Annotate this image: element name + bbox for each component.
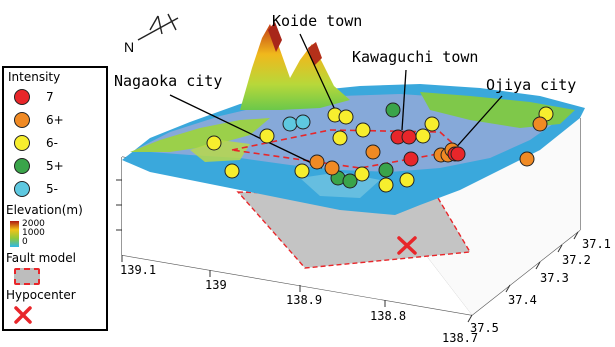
terrain-surface — [122, 22, 585, 215]
lon-tick-1391: 139.1 — [120, 263, 157, 277]
station-dot-14 — [385, 102, 401, 118]
legend-fault-title: Fault model — [6, 251, 76, 265]
elevation-colorbar — [10, 221, 19, 247]
elevation-tick-2000: 2000 — [22, 219, 45, 229]
legend-hypocenter-icon — [14, 306, 32, 324]
station-dot-1 — [259, 128, 275, 144]
legend-elevation-title: Elevation(m) — [6, 203, 83, 217]
legend-dot-intensity-6plus — [14, 112, 30, 128]
station-dot-0 — [206, 135, 222, 151]
leader-ojiya — [451, 95, 503, 153]
station-dot-31 — [519, 151, 535, 167]
station-dot-11 — [309, 154, 325, 170]
station-markers — [206, 102, 554, 193]
legend-hypocenter-title: Hypocenter — [6, 288, 76, 302]
legend-label-6plus: 6+ — [46, 113, 64, 127]
station-dot-12 — [324, 160, 340, 176]
town-label-koide: Koide town — [272, 12, 363, 30]
legend-fault-swatch — [14, 268, 40, 285]
lat-tick-374: 37.4 — [508, 293, 537, 307]
elevation-tick-0: 0 — [22, 237, 28, 247]
station-dot-17 — [415, 128, 431, 144]
lon-tick-1388: 138.8 — [370, 309, 407, 323]
station-dot-32 — [532, 116, 548, 132]
station-dot-2 — [282, 116, 298, 132]
leader-koide — [299, 33, 337, 113]
legend-label-5plus: 5+ — [46, 159, 64, 173]
north-arrow-icon — [137, 13, 179, 41]
legend-dot-intensity-7 — [14, 89, 30, 105]
town-label-nagaoka: Nagaoka city — [114, 72, 223, 90]
north-label: N — [124, 39, 134, 55]
station-dot-21 — [403, 151, 419, 167]
station-dot-30 — [399, 172, 415, 188]
station-dot-19 — [401, 129, 417, 145]
station-dot-13 — [365, 144, 381, 160]
station-dot-29 — [378, 177, 394, 193]
station-dot-9 — [342, 173, 358, 189]
hypocenter-marker — [397, 236, 417, 255]
station-dot-5 — [338, 109, 354, 125]
leader-lines — [169, 33, 503, 169]
station-dot-16 — [332, 130, 348, 146]
box-side-face — [395, 118, 580, 315]
station-dot-8 — [294, 163, 310, 179]
legend-label-7: 7 — [46, 90, 54, 104]
legend-dot-intensity-6minus — [14, 135, 30, 151]
lat-tick-375: 37.5 — [470, 321, 499, 335]
leader-nagaoka — [169, 94, 323, 169]
axis-tick-marks — [116, 179, 579, 323]
town-label-ojiya: Ojiya city — [486, 76, 577, 94]
legend-label-6minus: 6- — [46, 136, 58, 150]
lat-tick-372: 37.2 — [562, 253, 591, 267]
lon-tick-1387: 138.7 — [442, 331, 479, 345]
lon-tick-139: 139 — [205, 278, 227, 292]
legend: Intensity 7 6+ 6- 5+ 5- Elevation(m) 200… — [2, 66, 108, 331]
elevation-tick-1000: 1000 — [22, 228, 45, 238]
station-dot-3 — [295, 114, 311, 130]
lat-tick-373: 37.3 — [540, 271, 569, 285]
lat-tick-371: 37.1 — [582, 237, 611, 251]
station-dot-6 — [224, 163, 240, 179]
leader-kawaguchi — [401, 69, 407, 131]
station-dot-15 — [355, 122, 371, 138]
legend-intensity-title: Intensity — [8, 70, 61, 84]
station-dot-10 — [354, 166, 370, 182]
town-label-kawaguchi: Kawaguchi town — [352, 48, 479, 66]
legend-label-5minus: 5- — [46, 182, 58, 196]
station-dot-20 — [424, 116, 440, 132]
legend-dot-intensity-5plus — [14, 158, 30, 174]
station-dot-22 — [378, 162, 394, 178]
lon-tick-1389: 138.9 — [286, 293, 323, 307]
station-dot-28 — [450, 146, 466, 162]
legend-dot-intensity-5minus — [14, 181, 30, 197]
